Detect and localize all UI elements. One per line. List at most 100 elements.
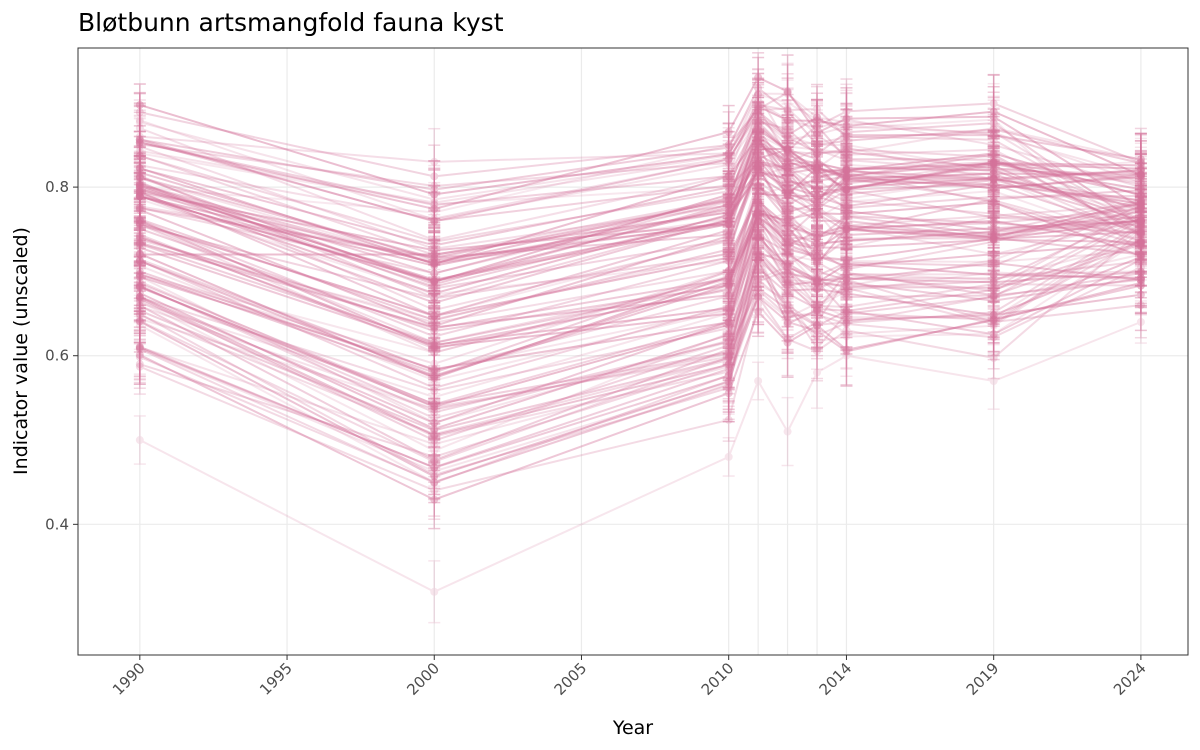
data-point	[842, 206, 851, 215]
data-point	[754, 208, 763, 217]
series-line	[139, 167, 1141, 290]
series-group	[133, 138, 1147, 352]
series-line	[139, 161, 1142, 312]
data-point	[842, 351, 851, 360]
data-point	[813, 168, 822, 177]
data-point	[989, 140, 998, 149]
data-point	[135, 173, 144, 182]
data-point	[724, 237, 733, 246]
data-point	[754, 211, 763, 220]
series-line	[139, 258, 1142, 469]
data-point	[754, 127, 763, 136]
data-point	[989, 315, 998, 324]
data-point	[135, 294, 144, 303]
data-point	[724, 371, 733, 380]
data-point	[842, 257, 851, 266]
series-line	[139, 321, 1142, 593]
data-point	[842, 140, 851, 149]
data-point	[135, 298, 144, 307]
data-point	[430, 587, 439, 596]
data-point	[430, 315, 439, 324]
series-group	[133, 193, 1147, 448]
data-point	[989, 184, 998, 193]
data-point	[754, 198, 763, 207]
data-point	[754, 275, 763, 284]
data-point	[724, 360, 733, 369]
data-point	[1136, 301, 1145, 310]
data-point	[135, 234, 144, 243]
data-point	[724, 317, 733, 326]
data-point	[430, 290, 439, 299]
data-point	[430, 368, 439, 377]
data-point	[813, 145, 822, 154]
data-point	[430, 195, 439, 204]
data-point	[724, 154, 733, 163]
data-point	[842, 236, 851, 245]
series-group	[133, 78, 1147, 252]
data-point	[754, 172, 763, 181]
grid-lines	[78, 48, 1188, 655]
data-point	[754, 151, 763, 160]
data-point	[430, 467, 439, 476]
data-point	[842, 223, 851, 232]
data-point	[783, 157, 792, 166]
series-line	[139, 231, 1142, 432]
series-line	[139, 278, 1142, 458]
data-point	[783, 185, 792, 194]
data-point	[842, 133, 851, 142]
data-point	[430, 359, 439, 368]
data-point	[135, 283, 144, 292]
data-point	[1136, 216, 1145, 225]
data-point	[754, 228, 763, 237]
data-point	[783, 237, 792, 246]
data-point	[783, 317, 792, 326]
data-point	[754, 120, 763, 129]
series-group	[133, 227, 1147, 469]
data-point	[989, 232, 998, 241]
data-point	[754, 275, 763, 284]
data-point	[842, 132, 851, 141]
data-point	[783, 208, 792, 217]
series-line	[139, 253, 1142, 437]
series-line	[139, 168, 1141, 281]
data-point	[754, 280, 763, 289]
data-point	[724, 380, 733, 389]
data-point	[135, 316, 144, 325]
data-point	[842, 225, 851, 234]
data-point	[842, 196, 851, 205]
data-point	[724, 172, 733, 181]
data-point	[430, 237, 439, 246]
data-point	[783, 245, 792, 254]
series-line	[139, 235, 1141, 408]
data-point	[135, 362, 144, 371]
data-point	[135, 269, 144, 278]
series-group	[133, 62, 1147, 230]
data-point	[842, 121, 851, 130]
data-point	[724, 249, 733, 258]
data-point	[135, 187, 144, 196]
data-point	[813, 243, 822, 252]
data-point	[430, 216, 439, 225]
data-point	[783, 240, 792, 249]
data-point	[724, 309, 733, 318]
data-point	[813, 344, 822, 353]
data-point	[842, 243, 851, 252]
x-tick-label: 2019	[963, 659, 1003, 699]
series-group	[133, 121, 1147, 335]
data-point	[842, 177, 851, 186]
data-point	[135, 297, 144, 306]
data-point	[813, 199, 822, 208]
data-point	[754, 206, 763, 215]
series-group	[133, 109, 1147, 289]
data-point	[1136, 242, 1145, 251]
data-point	[724, 235, 733, 244]
series-line	[139, 143, 1142, 256]
data-point	[783, 87, 792, 96]
series-group	[133, 232, 1147, 462]
x-tick-label: 1990	[109, 659, 149, 699]
data-point	[724, 272, 733, 281]
data-point	[1136, 183, 1145, 192]
data-point	[430, 457, 439, 466]
data-point	[1136, 191, 1145, 200]
data-point	[1136, 202, 1145, 211]
